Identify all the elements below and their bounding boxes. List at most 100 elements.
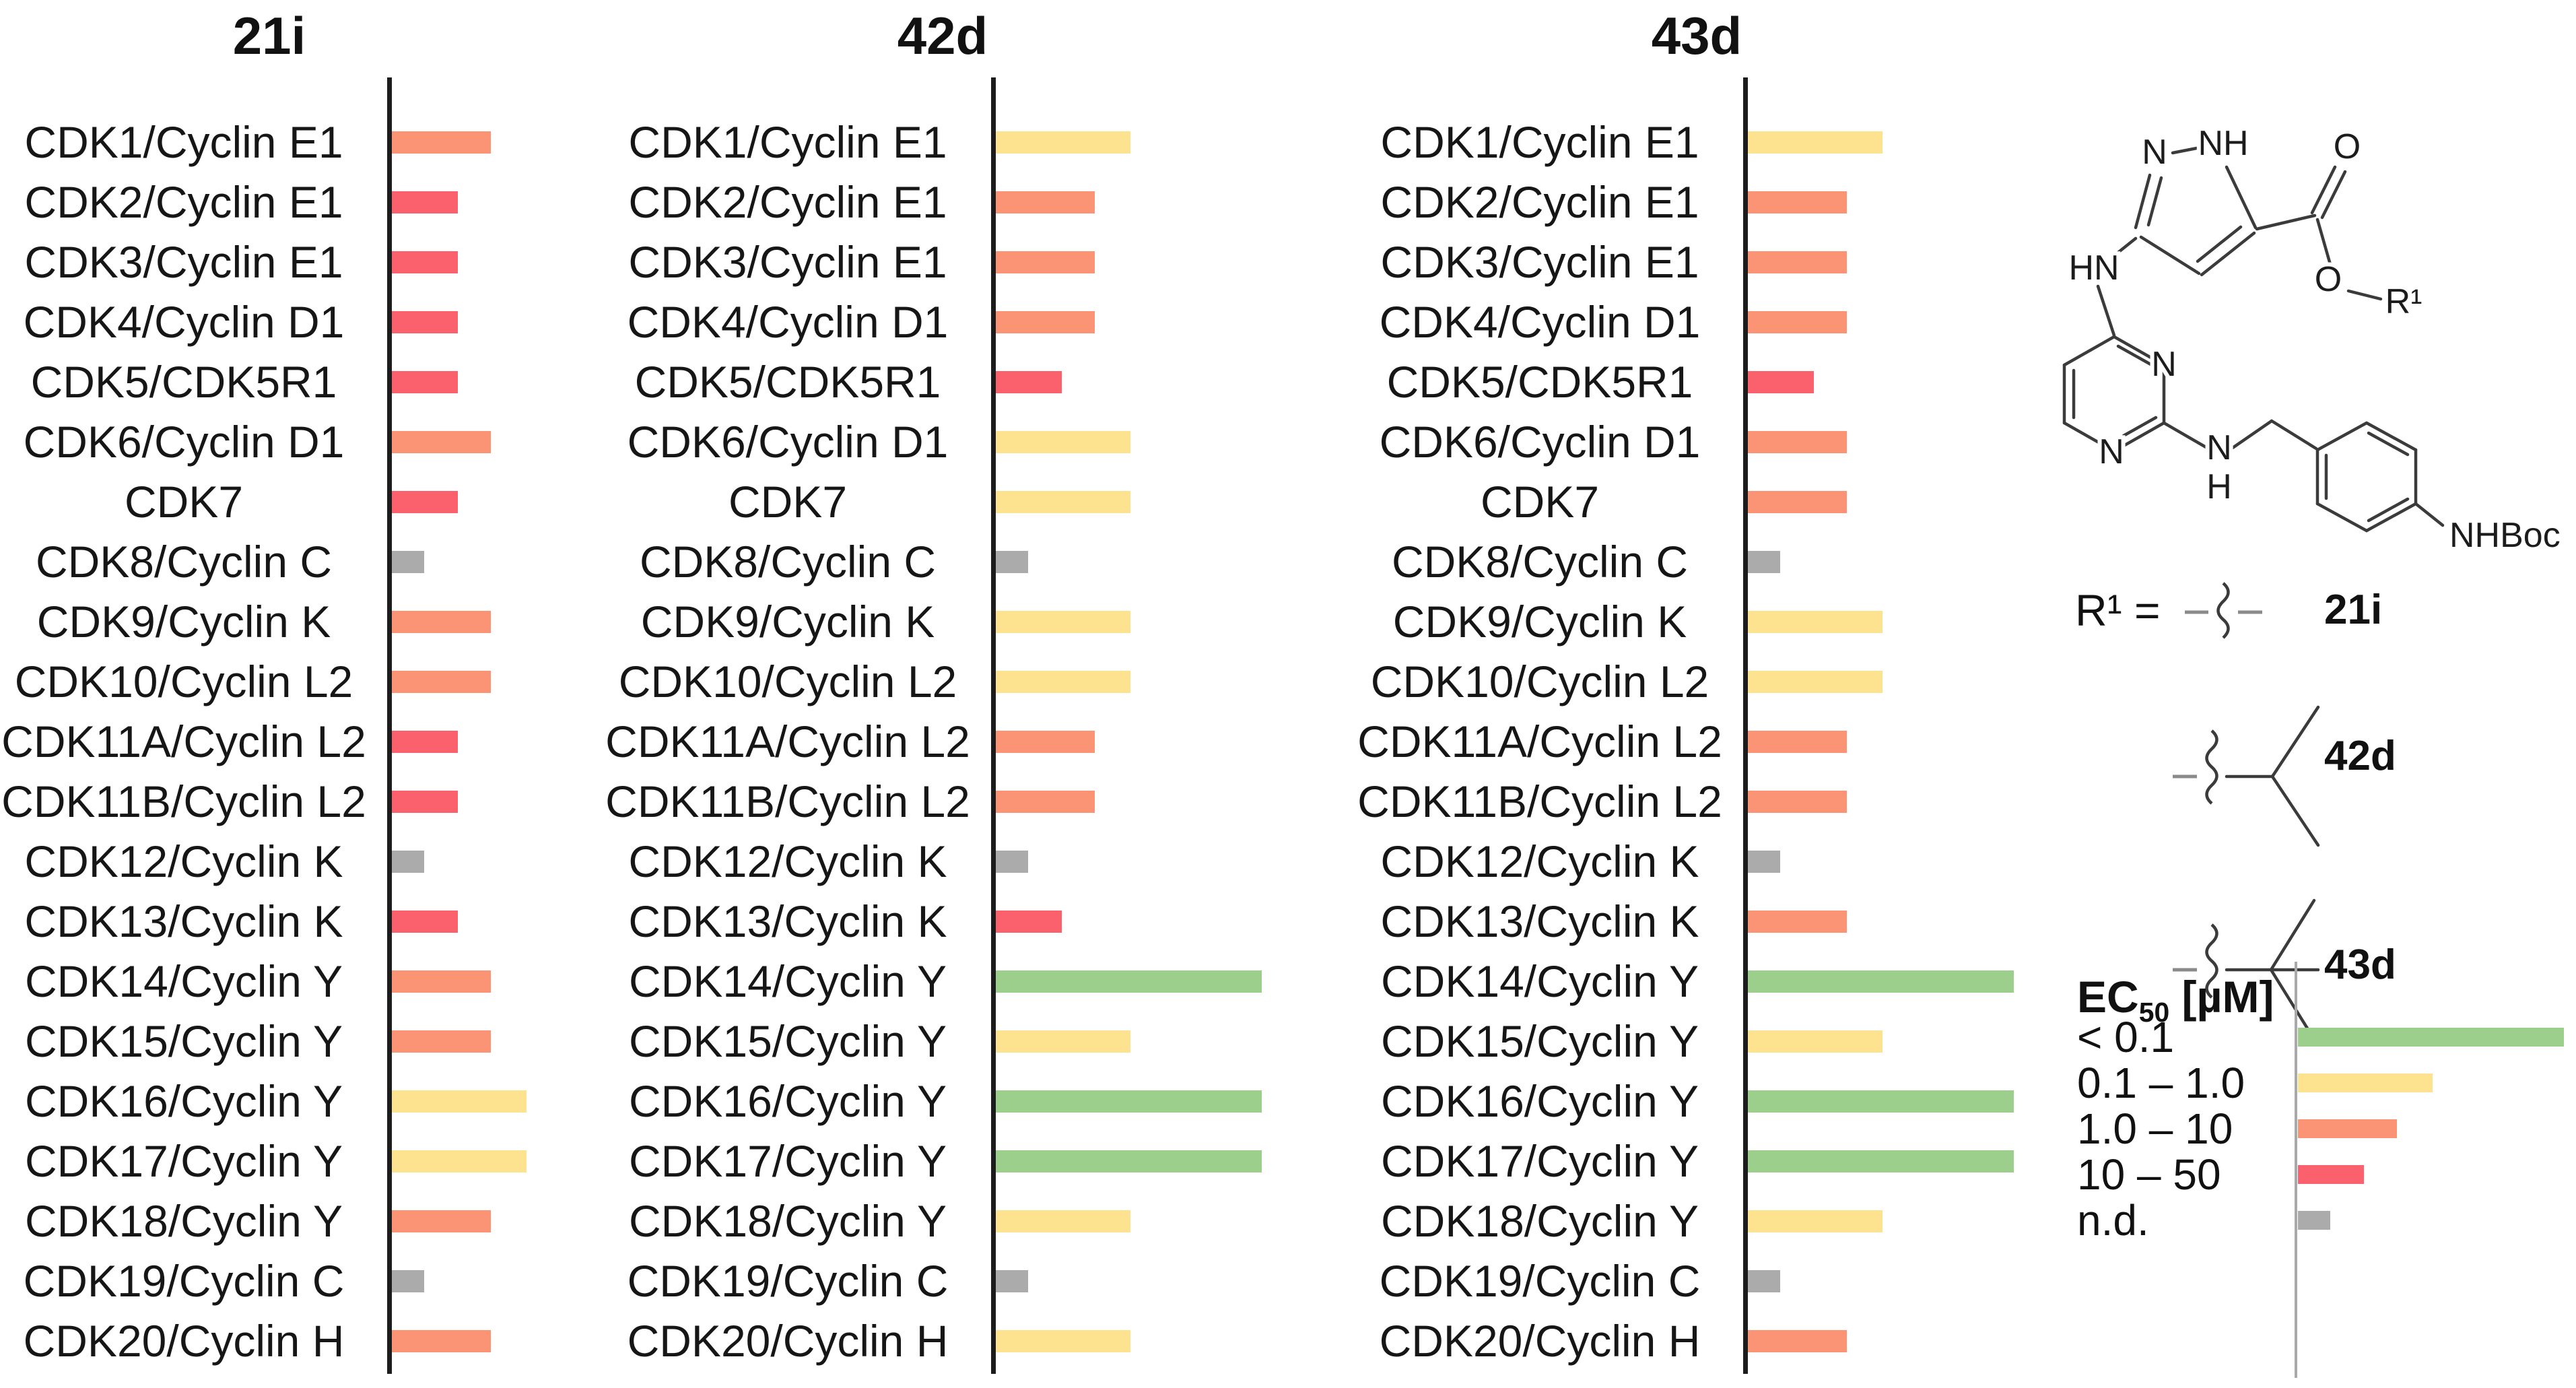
kinase-row-cdk6: CDK6/Cyclin D1 (0, 412, 756, 472)
ec50-bar (1748, 251, 1847, 273)
ec50-bar (1748, 131, 1883, 154)
kinase-row-cdk4: CDK4/Cyclin D1 (1304, 292, 2112, 352)
kinase-label: CDK2/Cyclin E1 (1380, 177, 1699, 227)
ec50-bar (996, 431, 1130, 453)
ec50-bar (996, 491, 1130, 513)
kinase-row-cdk7: CDK7 (552, 472, 1360, 532)
kinase-label: CDK6/Cyclin D1 (1379, 417, 1701, 467)
kinase-label: CDK20/Cyclin H (23, 1316, 345, 1366)
axis-43d (1743, 77, 1748, 1374)
kinase-row-cdk14: CDK14/Cyclin Y (552, 952, 1360, 1012)
ec50-subscript: 50 (2138, 997, 2170, 1028)
ec50-bar (1748, 491, 1847, 513)
ec50-bar (996, 251, 1095, 273)
kinase-label: CDK10/Cyclin L2 (618, 657, 957, 706)
kinase-label: CDK9/Cyclin K (36, 597, 331, 647)
ec50-bar (996, 1030, 1130, 1053)
ec50-bar (1748, 671, 1883, 693)
kinase-label: CDK12/Cyclin K (628, 836, 947, 886)
atom-n-pyrazole: N (2142, 133, 2167, 172)
ec50-bar (996, 731, 1095, 753)
kinase-label: CDK20/Cyclin H (627, 1316, 949, 1366)
panel-42d: CDK1/Cyclin E1 CDK2/Cyclin E1 CDK3/Cycli… (552, 112, 1360, 1371)
ec50-bar (1748, 911, 1847, 933)
kinase-row-cdk10: CDK10/Cyclin L2 (1304, 652, 2112, 712)
ec50-bar (996, 970, 1262, 993)
ec50-bar (392, 1270, 424, 1292)
kinase-row-cdk7: CDK7 (1304, 472, 2112, 532)
kinase-label: CDK10/Cyclin L2 (14, 657, 353, 706)
kinase-row-cdk20: CDK20/Cyclin H (552, 1311, 1360, 1371)
kinase-label: CDK15/Cyclin Y (1381, 1016, 1699, 1066)
kinase-label: CDK8/Cyclin C (639, 537, 937, 587)
kinase-label: CDK1/Cyclin E1 (24, 117, 343, 167)
ec50-legend-axis (2295, 962, 2297, 1378)
ec50-bar (392, 251, 458, 273)
kinase-label: CDK20/Cyclin H (1379, 1316, 1701, 1366)
ec50-bar (996, 311, 1095, 333)
kinase-label: CDK5/CDK5R1 (634, 357, 941, 407)
ec50-range-label: 10 – 50 (2077, 1150, 2221, 1199)
atom-nh-pyrazole: NH (2198, 124, 2248, 163)
kinase-row-cdk2: CDK2/Cyclin E1 (552, 172, 1360, 232)
kinase-row-cdk11b: CDK11B/Cyclin L2 (1304, 772, 2112, 832)
ec50-bar (1748, 1270, 1780, 1292)
kinase-label: CDK4/Cyclin D1 (23, 297, 345, 347)
kinase-row-cdk15: CDK15/Cyclin Y (0, 1012, 756, 1071)
ec50-bar (996, 671, 1130, 693)
kinase-label: CDK4/Cyclin D1 (627, 297, 949, 347)
kinase-label: CDK17/Cyclin Y (1381, 1136, 1699, 1186)
kinase-label: CDK1/Cyclin E1 (628, 117, 947, 167)
kinase-label: CDK18/Cyclin Y (629, 1196, 947, 1246)
kinase-row-cdk13: CDK13/Cyclin K (0, 892, 756, 952)
kinase-label: CDK11A/Cyclin L2 (605, 717, 970, 766)
kinase-label: CDK11B/Cyclin L2 (1, 776, 366, 826)
kinase-label: CDK14/Cyclin Y (1381, 956, 1699, 1006)
kinase-row-cdk11a: CDK11A/Cyclin L2 (0, 712, 756, 772)
kinase-row-cdk12: CDK12/Cyclin K (552, 832, 1360, 892)
kinase-row-cdk19: CDK19/Cyclin C (552, 1251, 1360, 1311)
ec50-swatch-bar (2298, 1073, 2433, 1092)
atom-n-pyrimidine-1: N (2151, 345, 2177, 384)
ec50-legend-title: EC50 [µM] (2077, 972, 2274, 1028)
ec50-bar (1748, 311, 1847, 333)
kinase-row-cdk1: CDK1/Cyclin E1 (1304, 112, 2112, 172)
kinase-row-cdk7: CDK7 (0, 472, 756, 532)
ec50-bar (996, 551, 1028, 573)
panel-title-21i: 21i (232, 6, 306, 65)
kinase-row-cdk5: CDK5/CDK5R1 (0, 352, 756, 412)
ec50-bar (392, 1330, 491, 1352)
kinase-label: CDK16/Cyclin Y (25, 1076, 343, 1126)
r1-tert-butyl-icon (2173, 898, 2320, 1041)
ec50-bar (392, 851, 424, 873)
kinase-label: CDK18/Cyclin Y (1381, 1196, 1699, 1246)
ec50-bar (392, 1030, 491, 1053)
ec50-bar (996, 1090, 1262, 1113)
ec50-bar (392, 731, 458, 753)
panel-title-42d: 42d (897, 6, 988, 65)
kinase-label: CDK13/Cyclin K (1380, 896, 1699, 946)
kinase-label: CDK14/Cyclin Y (25, 956, 343, 1006)
ec50-bar (1748, 431, 1847, 453)
kinase-row-cdk6: CDK6/Cyclin D1 (552, 412, 1360, 472)
ec50-bar (996, 1270, 1028, 1292)
kinase-row-cdk11b: CDK11B/Cyclin L2 (552, 772, 1360, 832)
kinase-row-cdk9: CDK9/Cyclin K (1304, 592, 2112, 652)
kinase-row-cdk11a: CDK11A/Cyclin L2 (1304, 712, 2112, 772)
r1-label-43d: 43d (2324, 941, 2396, 988)
kinase-row-cdk2: CDK2/Cyclin E1 (0, 172, 756, 232)
ec50-bar (1748, 851, 1780, 873)
kinase-row-cdk13: CDK13/Cyclin K (552, 892, 1360, 952)
ec50-range-label: < 0.1 (2077, 1013, 2175, 1061)
kinase-row-cdk5: CDK5/CDK5R1 (552, 352, 1360, 412)
kinase-row-cdk2: CDK2/Cyclin E1 (1304, 172, 2112, 232)
ec50-bar (1748, 791, 1847, 813)
ec50-bar (392, 611, 491, 633)
kinase-row-cdk12: CDK12/Cyclin K (1304, 832, 2112, 892)
kinase-label: CDK19/Cyclin C (1379, 1256, 1701, 1306)
ec50-bar (996, 851, 1028, 873)
kinase-label: CDK3/Cyclin E1 (628, 237, 947, 287)
kinase-row-cdk3: CDK3/Cyclin E1 (1304, 232, 2112, 292)
compound-structure-drawing: N NH O HN O R¹ N N N H NHBoc (2062, 120, 2565, 559)
atom-o-ester: O (2315, 260, 2342, 299)
